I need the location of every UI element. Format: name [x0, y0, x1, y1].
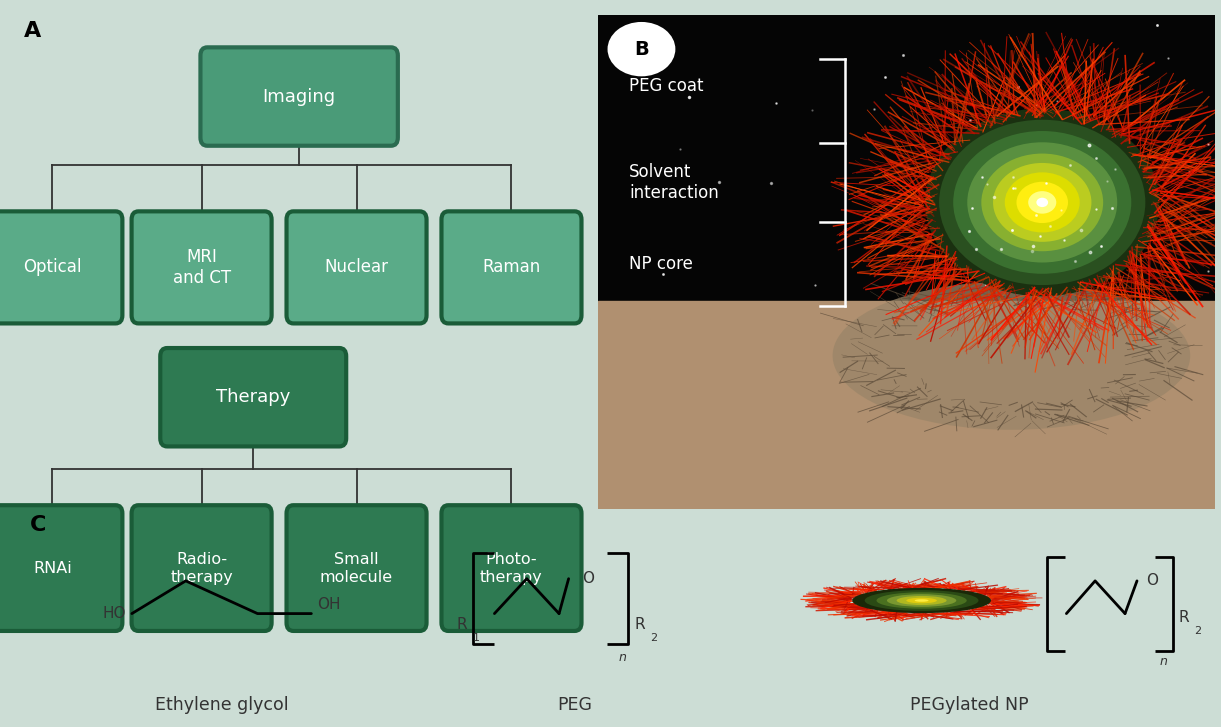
Circle shape — [967, 142, 1117, 262]
Text: R: R — [457, 617, 466, 632]
Text: C: C — [31, 515, 46, 536]
Circle shape — [852, 588, 991, 613]
FancyBboxPatch shape — [0, 212, 122, 324]
Circle shape — [1016, 182, 1068, 223]
Text: Optical: Optical — [23, 258, 82, 276]
Circle shape — [886, 594, 956, 607]
Text: MRI
and CT: MRI and CT — [172, 248, 231, 287]
Text: A: A — [23, 21, 42, 41]
Circle shape — [896, 596, 946, 605]
FancyBboxPatch shape — [442, 212, 581, 324]
Text: PEG coat: PEG coat — [629, 77, 703, 95]
Text: B: B — [634, 40, 648, 59]
Circle shape — [1037, 198, 1048, 207]
FancyBboxPatch shape — [132, 212, 271, 324]
FancyBboxPatch shape — [0, 505, 122, 631]
Text: Therapy: Therapy — [216, 388, 291, 406]
FancyBboxPatch shape — [200, 47, 398, 145]
Circle shape — [982, 153, 1103, 252]
Text: R: R — [635, 617, 645, 632]
Text: NP core: NP core — [629, 255, 694, 273]
Circle shape — [864, 590, 978, 611]
Circle shape — [993, 163, 1092, 242]
Text: Photo-
therapy: Photo- therapy — [480, 552, 543, 585]
Text: Small
molecule: Small molecule — [320, 552, 393, 585]
Text: OH: OH — [317, 598, 341, 612]
Bar — [598, 15, 1215, 301]
FancyBboxPatch shape — [287, 505, 426, 631]
Text: Raman: Raman — [482, 258, 541, 276]
Text: PEG: PEG — [557, 696, 592, 714]
Circle shape — [926, 108, 1160, 297]
Text: Radio-
therapy: Radio- therapy — [170, 552, 233, 585]
Text: 2: 2 — [650, 632, 657, 643]
FancyBboxPatch shape — [160, 348, 347, 446]
Circle shape — [906, 598, 937, 603]
Text: Nuclear: Nuclear — [325, 258, 388, 276]
FancyBboxPatch shape — [287, 212, 426, 324]
Circle shape — [954, 131, 1132, 274]
Text: 1: 1 — [473, 632, 480, 643]
Text: O: O — [1147, 574, 1159, 588]
Text: n: n — [619, 651, 626, 664]
Text: 2: 2 — [1194, 626, 1201, 636]
Text: n: n — [1160, 655, 1167, 668]
Circle shape — [939, 120, 1145, 285]
Circle shape — [1028, 191, 1056, 214]
Circle shape — [877, 593, 967, 608]
Text: HO: HO — [103, 606, 126, 621]
Bar — [598, 301, 1215, 509]
Text: PEGylated NP: PEGylated NP — [910, 696, 1029, 714]
Text: Imaging: Imaging — [263, 87, 336, 105]
Text: RNAi: RNAi — [33, 561, 72, 576]
Text: Ethylene glycol: Ethylene glycol — [155, 696, 288, 714]
Circle shape — [915, 599, 928, 602]
Text: R: R — [1178, 611, 1189, 625]
Ellipse shape — [833, 281, 1190, 430]
Text: O: O — [581, 571, 593, 586]
Circle shape — [608, 22, 675, 76]
FancyBboxPatch shape — [442, 505, 581, 631]
FancyBboxPatch shape — [132, 505, 271, 631]
Text: Solvent
interaction: Solvent interaction — [629, 164, 719, 202]
Circle shape — [1005, 172, 1079, 233]
